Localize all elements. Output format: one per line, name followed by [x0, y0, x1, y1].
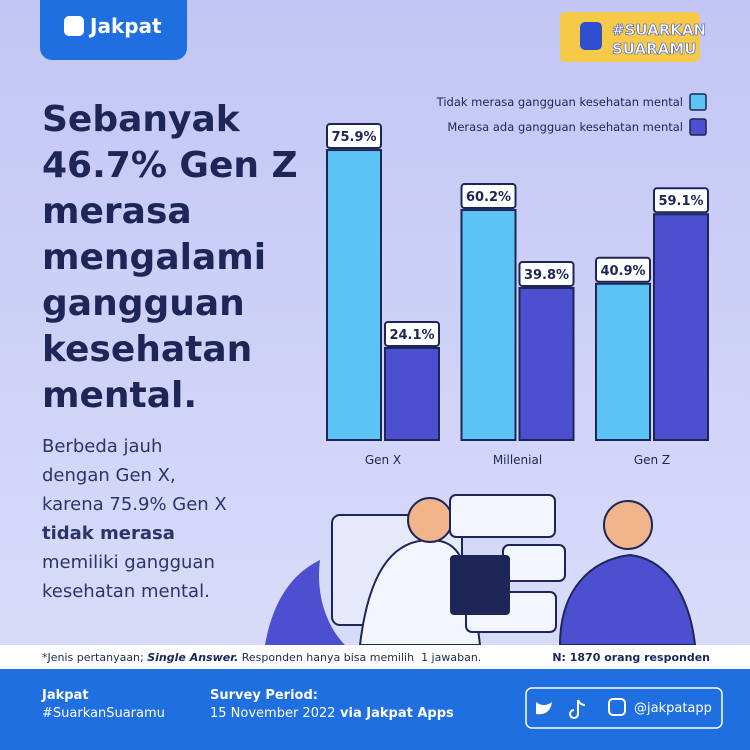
headline-line: merasa	[42, 191, 192, 232]
x-tick-label: Millenial	[493, 453, 542, 467]
legend-swatch	[689, 93, 707, 111]
period-label: Survey Period:	[210, 688, 318, 703]
headline-line: Sebanyak	[42, 99, 241, 140]
social-box	[525, 687, 723, 729]
value-label-box	[595, 256, 651, 283]
logo-icon	[64, 16, 84, 36]
illustration	[265, 494, 697, 646]
bar	[653, 213, 709, 441]
period-via: via Jakpat Apps	[336, 706, 455, 721]
tiktok-icon[interactable]	[569, 699, 586, 719]
value-label-box	[518, 260, 575, 287]
body-line: kesehatan mental.	[42, 581, 210, 602]
headline-line: mengalami	[42, 237, 266, 278]
headline-line: kesehatan	[42, 329, 252, 370]
x-tick-label: Gen Z	[634, 453, 670, 467]
bubble	[449, 494, 556, 538]
x-tick-label: Gen X	[365, 453, 401, 467]
footnote: *Jenis pertanyaan; Single Answer. Respon…	[42, 651, 481, 664]
chart: Gen X 75.9% 24.1% Millenial 60.2% 39.8% Gen Z 4…	[326, 93, 709, 467]
value-label: 39.8%	[524, 268, 569, 283]
value-label: 75.9%	[331, 130, 376, 145]
value-label: 60.2%	[466, 190, 511, 205]
leaf	[265, 560, 345, 645]
badge-robot	[580, 22, 602, 50]
body-line: memiliki gangguan	[42, 552, 215, 573]
footer-hashtag: #SuarkanSuaramu	[42, 706, 165, 721]
logo-box	[40, 0, 187, 60]
legend-label: Merasa ada gangguan kesehatan mental	[447, 120, 683, 134]
footnote-part: Single Answer.	[147, 651, 238, 664]
logo-text: Jakpat	[88, 14, 162, 38]
headline-line: gangguan	[42, 283, 245, 324]
footnote-part: *Jenis pertanyaan;	[42, 651, 147, 664]
badge-text: #SUARKAN	[612, 21, 706, 39]
badge-text: SUARAMU	[612, 40, 696, 58]
doctor-head	[407, 497, 453, 543]
footnote-band	[0, 645, 750, 669]
footer-brand: Jakpat	[41, 688, 89, 703]
value-label: 40.9%	[600, 264, 645, 279]
bar	[595, 282, 651, 441]
period: 15 November 2022 via Jakpat Apps	[210, 706, 454, 721]
headline-line: 46.7% Gen Z	[42, 145, 298, 186]
twitter-icon[interactable]	[536, 702, 552, 715]
period-date: 15 November 2022	[210, 706, 336, 721]
body-line: tidak merasa	[42, 523, 175, 544]
value-label-box	[326, 123, 382, 150]
bar	[460, 209, 517, 441]
value-label-box	[460, 183, 517, 210]
value-label-box	[653, 187, 709, 214]
clipboard	[450, 555, 510, 615]
patient-head	[603, 500, 653, 550]
legend-label: Tidak merasa gangguan kesehatan mental	[436, 95, 683, 109]
legend-swatch	[689, 118, 707, 136]
value-label-box	[384, 320, 440, 347]
value-label: 24.1%	[389, 328, 434, 343]
social-handle[interactable]: @jakpatapp	[634, 701, 712, 716]
patient	[558, 553, 697, 646]
bar	[326, 149, 382, 441]
bar	[518, 286, 575, 441]
body-line: karena 75.9% Gen X	[42, 494, 227, 515]
headline-line: mental.	[42, 375, 197, 416]
bar	[384, 346, 440, 441]
text-block: Sebanyak 46.7% Gen Z merasa mengalami ganggu…	[42, 99, 298, 602]
sample-size: N: 1870 orang responden	[552, 651, 710, 664]
footnote-part: Responden hanya bisa memilih 1 jawaban.	[238, 651, 481, 664]
body-line: Berbeda jauh	[42, 436, 162, 457]
bubble	[502, 544, 566, 582]
value-label: 59.1%	[658, 194, 703, 209]
instagram-icon[interactable]	[608, 698, 626, 716]
body-line: dengan Gen X,	[42, 465, 176, 486]
